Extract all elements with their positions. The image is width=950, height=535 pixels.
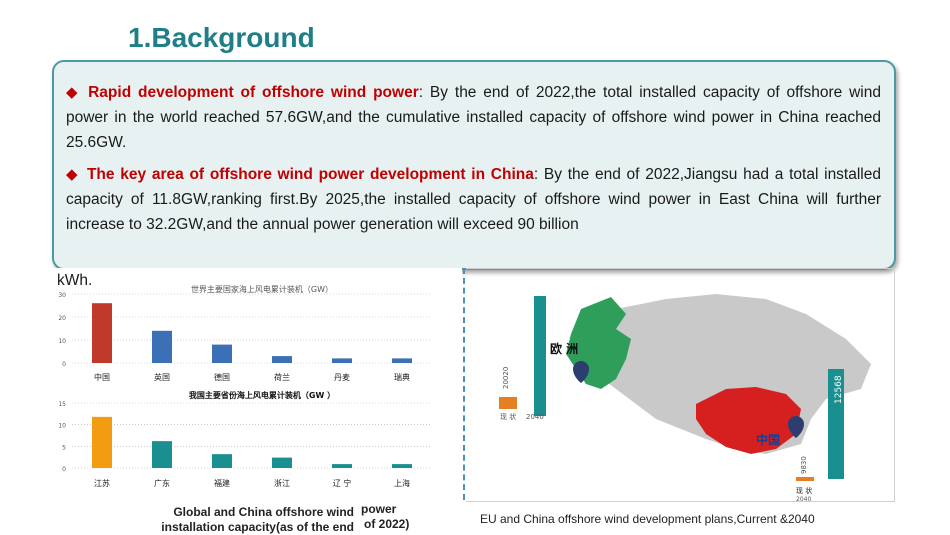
cn-current-label: 现 状 <box>796 486 812 495</box>
cn-current-bar <box>796 477 814 481</box>
chart-0-category-label: 荷兰 <box>274 372 290 382</box>
chart-1-category-label: 福建 <box>214 478 230 488</box>
bullet-2: ◆ The key area of offshore wind power dev… <box>66 162 881 237</box>
bullet-1-heading: Rapid development of offshore wind power <box>88 84 419 101</box>
eu-2040-label: 2040 <box>526 413 544 421</box>
left-caption-year: of 2022) <box>364 517 410 531</box>
chart-1-bar <box>392 464 412 468</box>
chart-0-bar <box>92 303 112 363</box>
chart-1-category-label: 江苏 <box>94 478 110 488</box>
chart-1-category-label: 浙江 <box>274 478 290 488</box>
bullet-2-text: : By the end of 2022,Jiangsu had a total… <box>66 166 881 233</box>
diamond-bullet-icon: ◆ <box>66 84 81 101</box>
chart-0-category-label: 英国 <box>154 372 170 382</box>
chart-1-ytick: 0 <box>62 466 66 473</box>
chart-0-title: 世界主要国家海上风电累计装机（GW） <box>191 284 333 294</box>
bar-charts-panel: 世界主要国家海上风电累计装机（GW） 0 10 20 30 中国 英国 德国 荷兰 丹麦 瑞典我国主… <box>52 268 462 498</box>
chart-1-ytick: 15 <box>58 401 66 408</box>
chart-1-bar <box>332 464 352 468</box>
eu-current-bar <box>499 397 517 409</box>
bar-charts-svg: 世界主要国家海上风电累计装机（GW） 0 10 20 30 中国 英国 德国 荷兰 丹麦 瑞典我国主… <box>58 284 432 488</box>
chart-0-bar <box>332 358 352 363</box>
chart-1-ytick: 10 <box>58 423 66 430</box>
eu-current-label: 现 状 <box>500 412 516 421</box>
china-region <box>696 387 801 454</box>
eu-2040-bar <box>534 296 546 416</box>
bullet-2-heading: The key area of offshore wind power deve… <box>86 166 534 183</box>
cn-2040-bar <box>828 369 844 479</box>
bullet-1: ◆ Rapid development of offshore wind powe… <box>66 80 881 155</box>
bullet-1-text: : By the end of 2022,the total installed… <box>66 84 881 151</box>
cn-2040-label: 2040 <box>796 496 811 501</box>
right-caption: EU and China offshore wind development p… <box>480 512 815 526</box>
chart-1-bar <box>92 416 112 468</box>
chart-0-ytick: 30 <box>58 292 66 299</box>
chart-0-ytick: 0 <box>62 361 66 368</box>
chart-0-bar <box>272 356 292 363</box>
left-caption-line1: Global and China offshore wind installat… <box>161 505 354 534</box>
diamond-bullet-icon: ◆ <box>66 166 79 183</box>
chart-0-bar <box>392 358 412 363</box>
chart-1-bar <box>212 454 232 468</box>
chart-1-title: 我国主要省份海上风电累计装机（GW ） <box>189 390 335 400</box>
chart-0-category-label: 中国 <box>94 372 110 382</box>
europe-label: 欧 洲 <box>550 341 578 356</box>
cn-2040-value: 12568 <box>834 375 844 404</box>
cn-current-value: 9830 <box>800 456 808 474</box>
china-label: 中国 <box>756 432 780 447</box>
chart-0-category-label: 瑞典 <box>394 372 410 382</box>
chart-0-ytick: 20 <box>58 315 66 322</box>
left-caption-power: power <box>361 502 397 516</box>
eurasia-map: 20020 现 状 2040 12568 9830 现 状 2040 欧 洲 中… <box>499 294 871 503</box>
panel-divider <box>463 268 465 500</box>
chart-0-bar <box>152 330 172 363</box>
chart-1-bar <box>272 457 292 468</box>
chart-1-category-label: 广东 <box>154 478 170 488</box>
bullet-2-tail: kWh. <box>57 272 93 289</box>
chart-0-category-label: 丹麦 <box>334 372 350 382</box>
chart-0-category-label: 德国 <box>214 372 230 382</box>
europe-map-pin-icon <box>573 361 589 383</box>
page-title: 1.Background <box>128 22 315 53</box>
chart-0-ytick: 10 <box>58 338 66 345</box>
background-text-box: ◆ Rapid development of offshore wind powe… <box>52 60 896 270</box>
map-panel: 20020 现 状 2040 12568 9830 现 状 2040 欧 洲 中… <box>466 268 895 503</box>
eu-current-value: 20020 <box>502 367 510 389</box>
chart-1-ytick: 5 <box>62 444 66 451</box>
china-map-pin-icon <box>788 416 804 438</box>
chart-0-bar <box>212 344 232 363</box>
chart-1-category-label: 辽 宁 <box>333 478 352 488</box>
chart-1-category-label: 上海 <box>394 478 410 488</box>
chart-1-bar <box>152 441 172 468</box>
